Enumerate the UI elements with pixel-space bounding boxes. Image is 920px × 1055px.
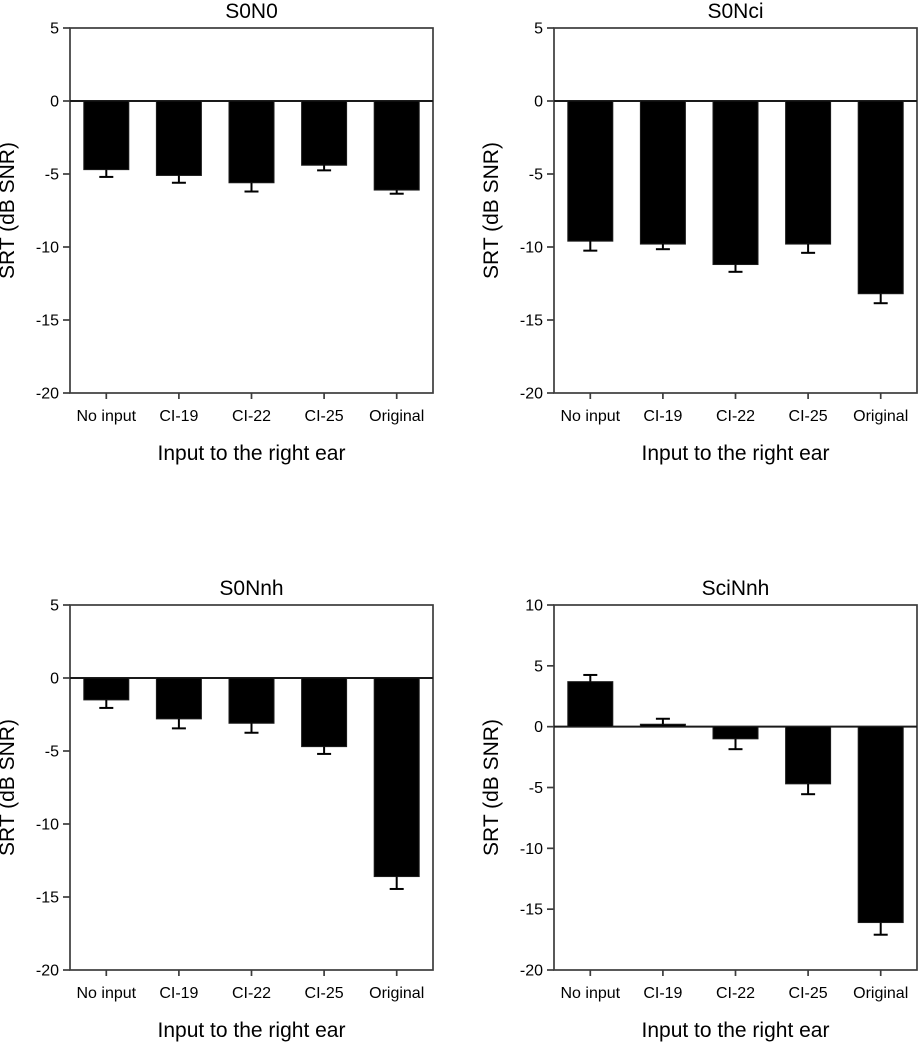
x-tick-label-no-input: No input <box>561 985 621 1002</box>
panel-s0nnh: 5 0 -5 -10 -15 -20 No input CI-19 CI-22 CI-25 Orig… <box>0 560 460 1050</box>
chart-title: S0N0 <box>225 0 278 23</box>
y-tick-label: -10 <box>520 240 543 257</box>
x-tick-label-ci-22: CI-22 <box>232 408 271 425</box>
bar-ci-25 <box>785 726 832 785</box>
panel-s0nci: 5 0 -5 -10 -15 -20 No input CI-19 CI-22 CI-25 Orig… <box>460 0 920 475</box>
y-tick-label: -10 <box>36 240 59 257</box>
x-tick-label-no-input: No input <box>77 985 137 1002</box>
y-tick-label: -10 <box>520 841 543 858</box>
y-tick-label: -15 <box>36 313 59 330</box>
y-tick-label: -15 <box>520 902 543 919</box>
chart-s0nci: 5 0 -5 -10 -15 -20 No input CI-19 CI-22 CI-25 Orig… <box>480 0 918 465</box>
bar-ci-25 <box>785 100 832 245</box>
x-tick-label-ci-19: CI-19 <box>643 985 682 1002</box>
y-tick-label: -5 <box>45 167 59 184</box>
bar-no-input <box>83 100 130 171</box>
y-tick-label: -5 <box>529 167 543 184</box>
y-tick-label: -15 <box>520 313 543 330</box>
y-tick-label: 0 <box>534 94 543 111</box>
chart-title: S0Nci <box>707 0 763 23</box>
chart-title: S0Nnh <box>219 577 283 600</box>
y-tick-label: 10 <box>525 598 543 615</box>
bar-ci-25 <box>301 677 348 748</box>
y-axis-label: SRT (dB SNR) <box>0 719 19 856</box>
bar-ci-22 <box>712 100 759 266</box>
x-tick-label-ci-19: CI-19 <box>159 985 198 1002</box>
x-tick-label-original: Original <box>369 408 424 425</box>
y-axis-label: SRT (dB SNR) <box>480 719 503 856</box>
y-tick-label: 5 <box>534 658 543 675</box>
y-tick-label: -20 <box>520 963 543 980</box>
bar-no-input <box>567 100 614 242</box>
y-tick-label: -10 <box>36 817 59 834</box>
x-axis-label: Input to the right ear <box>158 442 346 465</box>
x-tick-label-no-input: No input <box>77 408 137 425</box>
y-tick-label: 0 <box>50 94 59 111</box>
bar-no-input <box>567 681 614 728</box>
bar-original <box>373 100 420 191</box>
x-tick-label-ci-19: CI-19 <box>159 408 198 425</box>
bar-original <box>857 726 904 924</box>
x-tick-label-ci-25: CI-25 <box>789 985 828 1002</box>
bar-ci-19 <box>155 100 202 176</box>
y-axis-label: SRT (dB SNR) <box>480 142 503 279</box>
x-axis-label: Input to the right ear <box>158 1019 346 1042</box>
x-tick-label-original: Original <box>853 985 908 1002</box>
y-tick-label: -20 <box>520 386 543 403</box>
x-tick-label-ci-25: CI-25 <box>305 408 344 425</box>
chart-s0nnh: 5 0 -5 -10 -15 -20 No input CI-19 CI-22 CI-25 Orig… <box>0 577 434 1042</box>
x-tick-label-ci-22: CI-22 <box>716 408 755 425</box>
x-axis-label: Input to the right ear <box>642 1019 830 1042</box>
chart-title: SciNnh <box>702 577 770 600</box>
y-tick-label: -5 <box>45 744 59 761</box>
bar-ci-22 <box>712 726 759 740</box>
chart-scinnh: 10 5 0 -5 -10 -15 -20 No input CI-19 CI-22 CI-25 Or… <box>480 577 918 1042</box>
y-tick-label: -5 <box>529 780 543 797</box>
y-tick-label: 5 <box>534 21 543 38</box>
panel-s0n0: 5 0 -5 -10 -15 -20 No input CI-19 CI-22 CI-25 Orig… <box>0 0 460 475</box>
plot-frame <box>69 27 434 394</box>
bar-ci-19 <box>155 677 202 720</box>
bar-no-input <box>83 677 130 701</box>
y-tick-label: 5 <box>50 598 59 615</box>
panel-scinnh: 10 5 0 -5 -10 -15 -20 No input CI-19 CI-22 CI-25 Or… <box>460 560 920 1050</box>
x-tick-label-ci-22: CI-22 <box>716 985 755 1002</box>
y-tick-label: -20 <box>36 386 59 403</box>
x-tick-label-ci-22: CI-22 <box>232 985 271 1002</box>
bar-ci-22 <box>228 677 275 724</box>
chart-s0n0: 5 0 -5 -10 -15 -20 No input CI-19 CI-22 CI-25 Orig… <box>0 0 434 465</box>
y-tick-label: 5 <box>50 21 59 38</box>
x-tick-label-ci-25: CI-25 <box>789 408 828 425</box>
bar-ci-25 <box>301 100 348 166</box>
bar-original <box>373 677 420 878</box>
x-tick-label-original: Original <box>369 985 424 1002</box>
y-tick-label: -20 <box>36 963 59 980</box>
bar-ci-22 <box>228 100 275 184</box>
bar-ci-19 <box>639 100 686 245</box>
y-tick-label: 0 <box>50 671 59 688</box>
x-tick-label-ci-19: CI-19 <box>643 408 682 425</box>
bar-ci-19 <box>639 723 686 728</box>
x-tick-label-ci-25: CI-25 <box>305 985 344 1002</box>
y-tick-label: 0 <box>534 719 543 736</box>
y-axis-label: SRT (dB SNR) <box>0 142 19 279</box>
x-tick-label-original: Original <box>853 408 908 425</box>
bar-original <box>857 100 904 295</box>
x-tick-label-no-input: No input <box>561 408 621 425</box>
y-tick-label: -15 <box>36 890 59 907</box>
x-axis-label: Input to the right ear <box>642 442 830 465</box>
